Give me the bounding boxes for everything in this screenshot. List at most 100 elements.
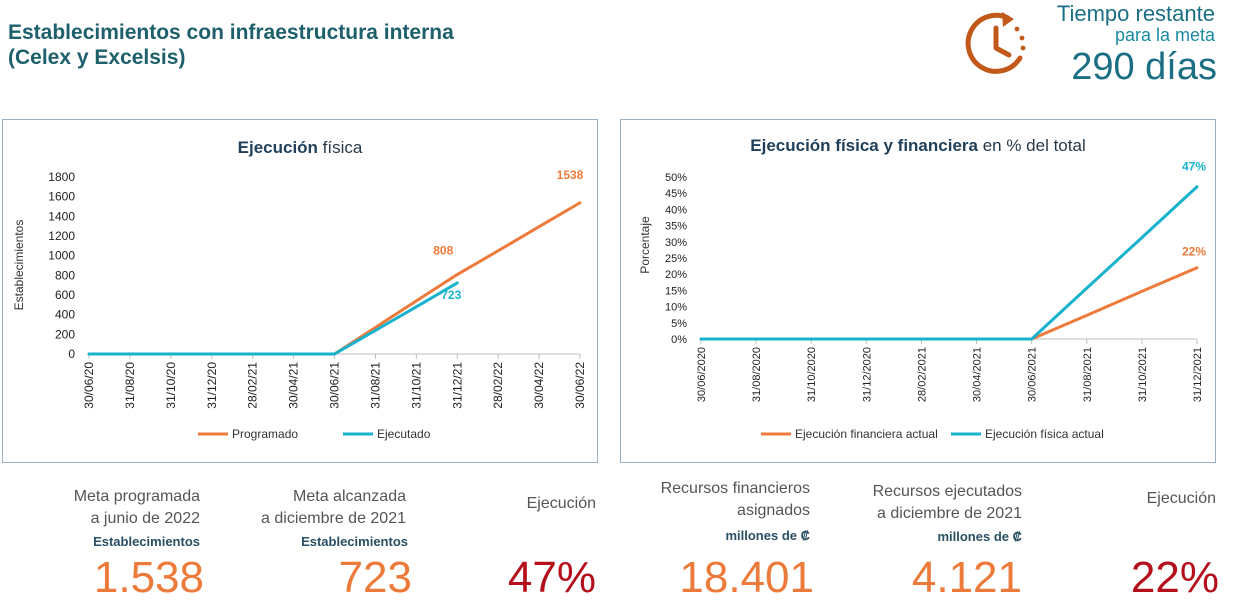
chart-panel-physical: Ejecución física Establecimientos 0 200 400 6… [2, 119, 598, 463]
x-tick-label: 31/08/2020 [751, 347, 763, 402]
chart-title: Ejecución física [238, 138, 363, 157]
x-tick-label: 31/08/21 [368, 362, 382, 409]
chart-title-rest: en % del total [978, 136, 1086, 155]
x-tick-label: 30/06/2020 [696, 347, 708, 402]
y-tick-label: 15% [665, 285, 687, 297]
x-tick-label: 31/12/2020 [861, 347, 873, 402]
kpi-meta-programada-line2: a junio de 2022 [90, 510, 200, 527]
data-label: 22% [1182, 245, 1206, 259]
y-axis-label: Establecimientos [12, 220, 26, 311]
x-tick-label: 30/04/2021 [972, 347, 984, 402]
x-tick-label: 31/10/20 [164, 362, 178, 409]
chart-panel-physical-financial: Ejecución física y financiera en % del t… [620, 119, 1216, 463]
data-label: 1538 [557, 168, 584, 182]
y-tick-label: 45% [665, 188, 687, 200]
x-tick-label: 30/04/22 [532, 362, 546, 409]
y-tick-label: 20% [665, 269, 687, 281]
x-tick-label: 30/06/20 [82, 362, 96, 409]
y-tick-label: 1200 [48, 229, 75, 243]
kpi-ejecucion-fisica-value: 47% [507, 553, 596, 602]
kpi-recursos-ejecutados-unit: millones de ₡ [937, 529, 1022, 544]
x-tick-label: 31/10/2021 [1137, 347, 1149, 402]
page-title: Establecimientos con infraestructura int… [8, 20, 454, 70]
y-axis-label: Porcentaje [638, 216, 652, 274]
series-line-ejecutado [87, 281, 459, 356]
x-tick-label: 30/06/22 [573, 362, 587, 409]
series-line-ejecución-financiera-actual [699, 266, 1199, 341]
countdown-sublabel: para la meta [1114, 25, 1215, 45]
y-tick-label: 800 [55, 268, 75, 282]
chart-title: Ejecución física y financiera en % del t… [750, 136, 1085, 155]
chart-title-rest: física [318, 138, 363, 157]
kpi-recursos-asignados-unit: millones de ₡ [725, 528, 810, 543]
legend-label: Ejecución financiera actual [795, 427, 938, 441]
chart-physical-financial-percent: Ejecución física y financiera en % del t… [638, 136, 1206, 441]
y-tick-label: 35% [665, 221, 687, 233]
kpi-ejecucion-financiera-label: Ejecución [1146, 490, 1216, 507]
y-tick-label: 1800 [48, 170, 75, 184]
kpi-meta-alcanzada-line1: Meta alcanzada [293, 488, 406, 505]
series-line-ejecución-física-actual [699, 185, 1199, 341]
kpi-recursos-asignados-line2: asignados [737, 502, 810, 519]
kpi-meta-alcanzada-line2: a diciembre de 2021 [261, 510, 406, 527]
y-tick-label: 0% [671, 334, 687, 346]
y-tick-label: 1400 [48, 209, 75, 223]
x-tick-label: 28/02/21 [246, 362, 260, 409]
x-tick-label: 31/12/20 [205, 362, 219, 409]
chart-physical-execution: Ejecución física Establecimientos 0 200 400 6… [12, 138, 587, 441]
x-tick-label: 31/08/20 [123, 362, 137, 409]
x-tick-label: 31/08/2021 [1082, 347, 1094, 402]
kpi-recursos-asignados-label: Recursos financieros asignados [661, 478, 810, 522]
countdown-days: 290 días [1071, 46, 1217, 88]
x-tick-label: 28/02/22 [491, 362, 505, 409]
y-tick-label: 40% [665, 204, 687, 216]
y-tick-label: 1600 [48, 190, 75, 204]
kpi-recursos-asignados-line1: Recursos financieros [660, 480, 810, 497]
kpi-recursos-ejecutados-value: 4.121 [911, 553, 1022, 602]
x-tick-label: 30/06/21 [328, 362, 342, 409]
y-tick-label: 25% [665, 253, 687, 265]
legend-label: Programado [232, 427, 298, 441]
page-title-line1: Establecimientos con infraestructura int… [8, 21, 454, 44]
x-tick-label: 31/12/2021 [1192, 347, 1204, 402]
y-tick-label: 50% [665, 172, 687, 184]
y-tick-label: 30% [665, 237, 687, 249]
x-tick-label: 28/02/2021 [916, 347, 928, 402]
y-tick-label: 1000 [48, 249, 75, 263]
x-tick-label: 30/06/2021 [1027, 347, 1039, 402]
kpi-meta-alcanzada-label: Meta alcanzada a diciembre de 2021 [261, 486, 406, 530]
kpi-recursos-ejecutados-line2: a diciembre de 2021 [877, 505, 1022, 522]
kpi-recursos-ejecutados-label: Recursos ejecutados a diciembre de 2021 [873, 481, 1022, 525]
data-label: 808 [433, 244, 453, 258]
page-title-line2: (Celex y Excelsis) [8, 46, 186, 69]
kpi-recursos-asignados-value: 18.401 [679, 553, 814, 602]
x-tick-label: 31/10/2020 [806, 347, 818, 402]
kpi-ejecucion-fisica-label: Ejecución [526, 495, 596, 512]
kpi-meta-alcanzada-unit: Establecimientos [301, 534, 408, 549]
legend-label: Ejecución física actual [985, 427, 1104, 441]
countdown-label: Tiempo restante [1056, 1, 1215, 26]
chart-title-bold: Ejecución [238, 138, 318, 157]
x-tick-label: 30/04/21 [287, 362, 301, 409]
kpi-meta-alcanzada-value: 723 [338, 553, 412, 602]
y-tick-label: 600 [55, 288, 75, 302]
clock-arrow-icon [965, 12, 1026, 74]
legend-label: Ejecutado [377, 427, 431, 441]
y-tick-label: 10% [665, 302, 687, 314]
kpi-ejecucion-financiera-value: 22% [1130, 553, 1219, 602]
series-line-programado [87, 201, 582, 356]
y-tick-label: 200 [55, 327, 75, 341]
y-tick-label: 5% [671, 318, 687, 330]
y-tick-label: 400 [55, 308, 75, 322]
kpi-meta-programada-line1: Meta programada [73, 488, 200, 505]
kpi-meta-programada-value: 1.538 [93, 553, 204, 602]
x-tick-label: 31/12/21 [450, 362, 464, 409]
kpi-recursos-ejecutados-line1: Recursos ejecutados [872, 483, 1022, 500]
y-tick-label: 0 [68, 347, 75, 361]
chart-title-bold: Ejecución física y financiera [750, 136, 978, 155]
kpi-meta-programada-unit: Establecimientos [93, 534, 200, 549]
data-label: 47% [1182, 160, 1206, 174]
x-tick-label: 31/10/21 [409, 362, 423, 409]
data-label: 723 [441, 288, 461, 302]
kpi-meta-programada-label: Meta programada a junio de 2022 [74, 486, 200, 530]
